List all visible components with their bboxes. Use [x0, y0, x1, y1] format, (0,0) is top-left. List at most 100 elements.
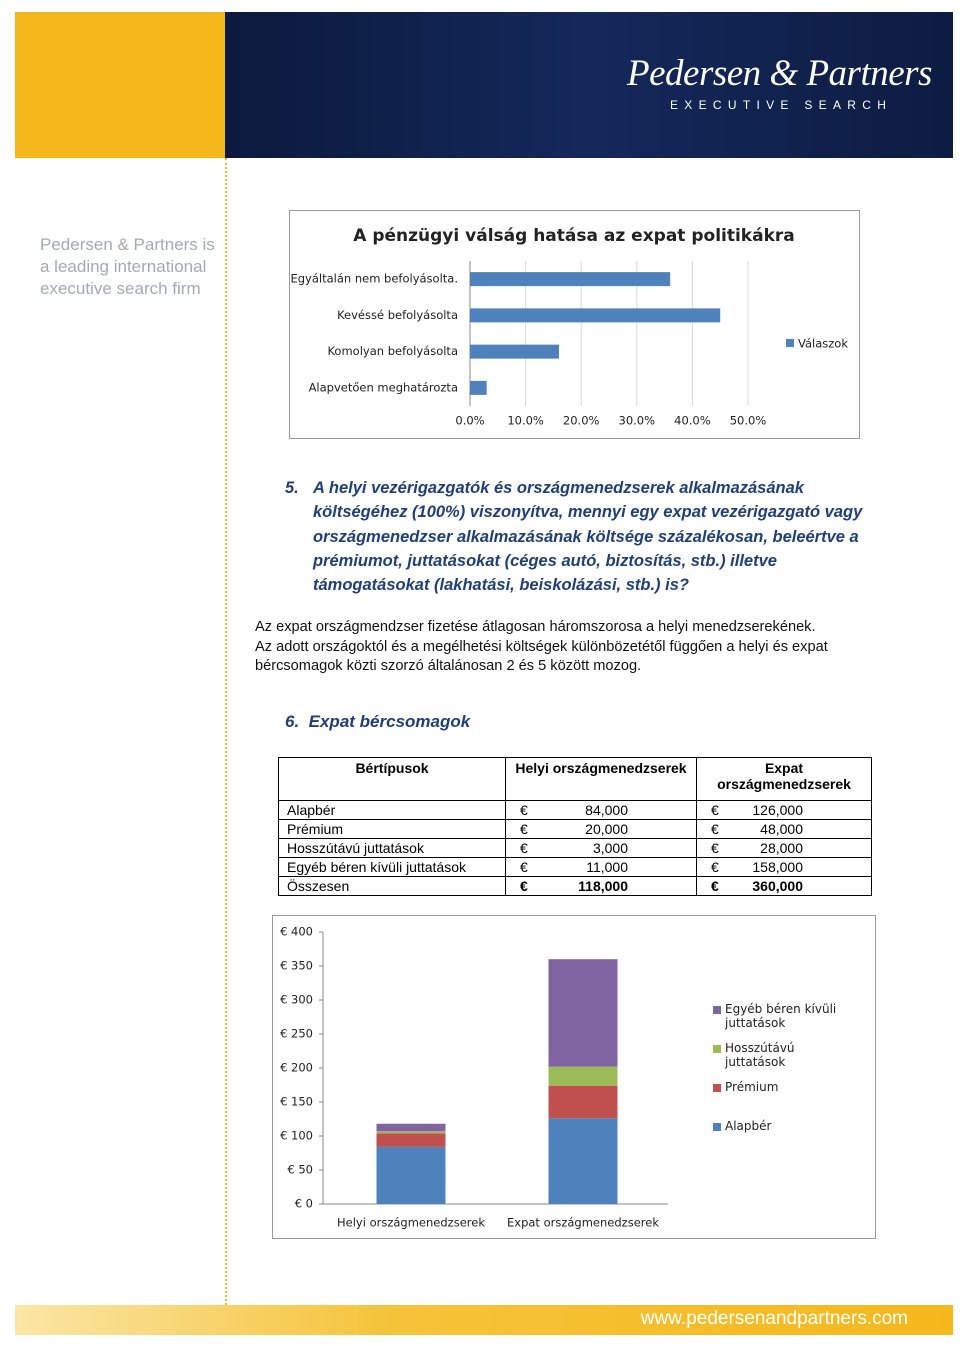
row-label: Hosszútávú juttatások: [278, 838, 506, 858]
bar-segment: [548, 959, 618, 1067]
currency: €: [711, 878, 719, 894]
section-title: A helyi vezérigazgatók és országmenedzse…: [313, 479, 863, 595]
y-tick-label: € 300: [280, 993, 313, 1007]
value-cell: €118,000: [505, 876, 697, 896]
row-label: Összesen: [278, 876, 506, 896]
y-tick-label: € 350: [280, 959, 313, 973]
bar: [470, 308, 721, 323]
amount: 84,000: [585, 802, 628, 818]
amount: 48,000: [760, 821, 803, 837]
bar-segment: [376, 1146, 446, 1204]
legend-swatch: [713, 1123, 721, 1131]
value-cell: €28,000: [696, 838, 872, 858]
value-cell: €126,000: [696, 800, 872, 820]
x-tick-label: 20.0%: [563, 414, 600, 428]
chart-title: A pénzügyi válság hatása az expat politi…: [353, 226, 794, 246]
value-cell: €84,000: [505, 800, 697, 820]
amount: 360,000: [752, 878, 803, 894]
y-tick-label: € 200: [280, 1061, 313, 1075]
amount: 118,000: [578, 878, 628, 894]
legend-swatch: [713, 1084, 721, 1092]
x-tick-label: Expat országmenedzserek: [507, 1216, 659, 1230]
side-line: a leading international: [40, 257, 207, 276]
table-row: Egyéb béren kívüli juttatások €11,000 €158…: [278, 857, 872, 877]
section-number: 6.: [285, 712, 300, 731]
y-tick-label: € 400: [280, 925, 313, 939]
paragraph: Az expat országmendzser fizetése átlagos…: [255, 619, 816, 635]
header-cell: Helyi országmenedzserek: [505, 757, 697, 801]
y-tick-label: Kevéssé befolyásolta: [337, 308, 458, 322]
bar: [470, 272, 671, 287]
value-cell: €11,000: [505, 857, 697, 877]
y-tick-label: € 0: [295, 1197, 313, 1211]
value-cell: €48,000: [696, 819, 872, 839]
currency: €: [711, 859, 719, 875]
footer-band: [15, 1305, 953, 1335]
x-tick-label: 50.0%: [730, 414, 767, 428]
bar-segment: [548, 1066, 618, 1086]
currency: €: [520, 821, 528, 837]
legend-label: Válaszok: [798, 337, 848, 351]
value-cell: €20,000: [505, 819, 697, 839]
table: Bértípusok Helyi országmenedzserek Expat…: [278, 757, 872, 896]
legend-label: Prémium: [725, 1080, 779, 1094]
value-cell: €3,000: [505, 838, 697, 858]
legend-item: Egyéb béren kívüli juttatások: [713, 1002, 853, 1041]
divider: [225, 158, 227, 1305]
x-tick-label: 30.0%: [619, 414, 656, 428]
y-tick-label: € 100: [280, 1129, 313, 1143]
legend-swatch: [713, 1045, 721, 1053]
chart-frame: A pénzügyi válság hatása az expat politi…: [289, 210, 860, 439]
header-row: Bértípusok Helyi országmenedzserek Expat…: [278, 757, 872, 801]
y-tick-label: Komolyan befolyásolta: [327, 344, 458, 358]
bar-segment: [548, 1118, 618, 1204]
row-label: Egyéb béren kívüli juttatások: [278, 857, 506, 877]
y-tick-label: € 150: [280, 1095, 313, 1109]
legend: Egyéb béren kívüli juttatások Hosszútávú …: [713, 1002, 853, 1158]
footer-url: www.pedersenandpartners.com: [640, 1308, 908, 1329]
y-tick-label: € 50: [287, 1163, 313, 1177]
currency: €: [711, 840, 719, 856]
y-tick-label: Alapvetően meghatározta: [309, 380, 458, 394]
amount: 158,000: [752, 859, 803, 875]
paragraph: Az adott országoktól és a megélhetési kö…: [255, 638, 828, 675]
x-tick-label: Helyi országmenedzserek: [337, 1216, 485, 1230]
currency: €: [711, 802, 719, 818]
legend-label: Alapbér: [725, 1119, 772, 1133]
section-number: 5.: [285, 479, 299, 497]
legend-swatch: [713, 1006, 721, 1014]
x-tick-label: 10.0%: [507, 414, 544, 428]
table-row: Prémium €20,000 €48,000: [278, 819, 872, 839]
legend-item: Prémium: [713, 1080, 853, 1119]
x-tick-label: 0.0%: [455, 414, 484, 428]
currency: €: [520, 802, 528, 818]
chart: A pénzügyi válság hatása az expat politi…: [290, 226, 848, 428]
chart: € 0 € 50 € 100 € 150 € 200 € 250 € 300 € 350 € 4…: [280, 925, 668, 1230]
table-row: Alapbér €84,000 €126,000: [278, 800, 872, 820]
table-row: Hosszútávú juttatások €3,000 €28,000: [278, 838, 872, 858]
side-text: Pedersen & Partners is a leading interna…: [40, 234, 215, 300]
y-tick-label: € 250: [280, 1027, 313, 1041]
legend-item: Alapbér: [713, 1119, 853, 1158]
row-label: Alapbér: [278, 800, 506, 820]
header-yellow: [15, 12, 225, 158]
bar-segment: [548, 1085, 618, 1119]
tagline: EXECUTIVE SEARCH: [670, 98, 893, 112]
brand: Pedersen & Partners: [627, 53, 932, 94]
paragraphs: Az expat országmendzser fizetése átlagos…: [255, 618, 895, 677]
legend-label: Hosszútávú juttatások: [725, 1041, 795, 1069]
side-line: Pedersen & Partners is: [40, 235, 215, 254]
header-cell: Bértípusok: [278, 757, 506, 801]
amount: 11,000: [586, 859, 628, 875]
amount: 126,000: [752, 802, 803, 818]
header-cell: Expat országmenedzserek: [696, 757, 872, 801]
table-body: Alapbér €84,000 €126,000 Prémium €20,000 €48,…: [278, 800, 872, 896]
bar-segment: [376, 1133, 446, 1147]
currency: €: [711, 821, 719, 837]
bar-segment: [376, 1123, 446, 1132]
currency: €: [520, 878, 528, 894]
currency: €: [520, 859, 528, 875]
section-heading: 6. Expat bércsomagok: [285, 712, 470, 732]
amount: 20,000: [585, 821, 628, 837]
